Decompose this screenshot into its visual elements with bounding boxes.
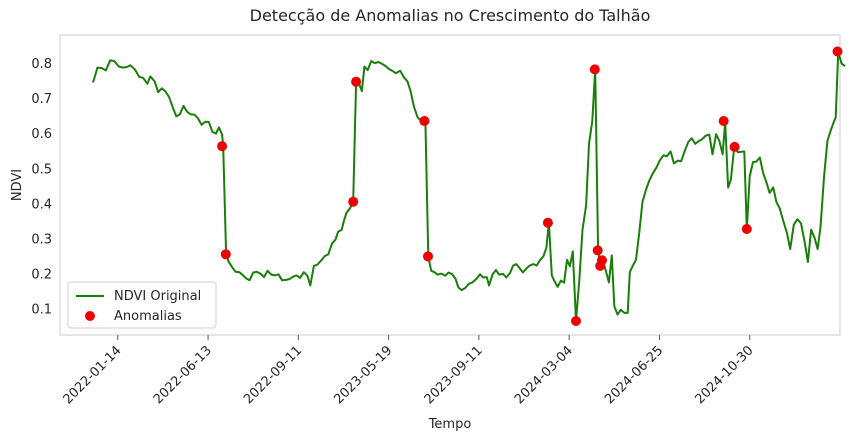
- anomaly-point: [220, 249, 231, 260]
- anomaly-point: [542, 217, 553, 228]
- anomaly-point: [351, 76, 362, 87]
- anomaly-point: [589, 64, 600, 75]
- legend-label-anomalias: Anomalias: [114, 309, 182, 324]
- y-tick-label: 0.7: [31, 92, 52, 107]
- anomaly-point: [832, 46, 843, 57]
- legend-marker-swatch: [85, 311, 95, 321]
- anomaly-point: [217, 141, 228, 152]
- anomaly-point: [729, 141, 740, 152]
- x-tick-label: 2022-06-13: [151, 343, 215, 407]
- x-tick-label: 2024-10-30: [693, 343, 757, 407]
- y-axis-ticks: 0.1 0.2 0.3 0.4 0.5 0.6 0.7 0.8: [31, 57, 52, 318]
- x-axis-ticks: 2022-01-14 2022-06-13 2022-09-11 2023-05-19…: [61, 335, 757, 407]
- y-tick-label: 0.8: [31, 57, 52, 72]
- legend: NDVI Original Anomalias: [67, 281, 217, 329]
- x-tick-label: 2023-09-11: [422, 343, 486, 407]
- y-tick-label: 0.2: [31, 268, 52, 283]
- anomaly-point: [419, 116, 430, 126]
- y-tick-label: 0.4: [31, 197, 52, 212]
- chart-title: Detecção de Anomalias no Crescimento do …: [250, 6, 651, 25]
- anomaly-point: [741, 224, 752, 234]
- x-axis-label: Tempo: [428, 417, 472, 432]
- y-tick-label: 0.6: [31, 127, 52, 142]
- anomaly-point: [592, 245, 603, 256]
- x-tick-label: 2022-01-14: [61, 343, 125, 407]
- anomaly-point: [718, 116, 729, 126]
- anomaly-point: [348, 196, 359, 207]
- y-tick-label: 0.5: [31, 162, 52, 177]
- y-tick-label: 0.1: [31, 303, 52, 318]
- anomaly-point: [597, 255, 607, 266]
- anomaly-point: [423, 251, 433, 262]
- anomaly-point: [571, 316, 581, 326]
- y-tick-label: 0.3: [31, 233, 52, 248]
- series-layer: [92, 46, 846, 326]
- x-tick-label: 2024-03-04: [512, 343, 576, 407]
- x-tick-label: 2022-09-11: [241, 343, 305, 407]
- x-tick-label: 2024-06-25: [602, 343, 666, 407]
- legend-frame: [67, 281, 217, 329]
- legend-label-ndvi: NDVI Original: [114, 289, 201, 304]
- y-axis-label: NDVI: [10, 169, 25, 201]
- x-tick-label: 2023-05-19: [331, 343, 395, 407]
